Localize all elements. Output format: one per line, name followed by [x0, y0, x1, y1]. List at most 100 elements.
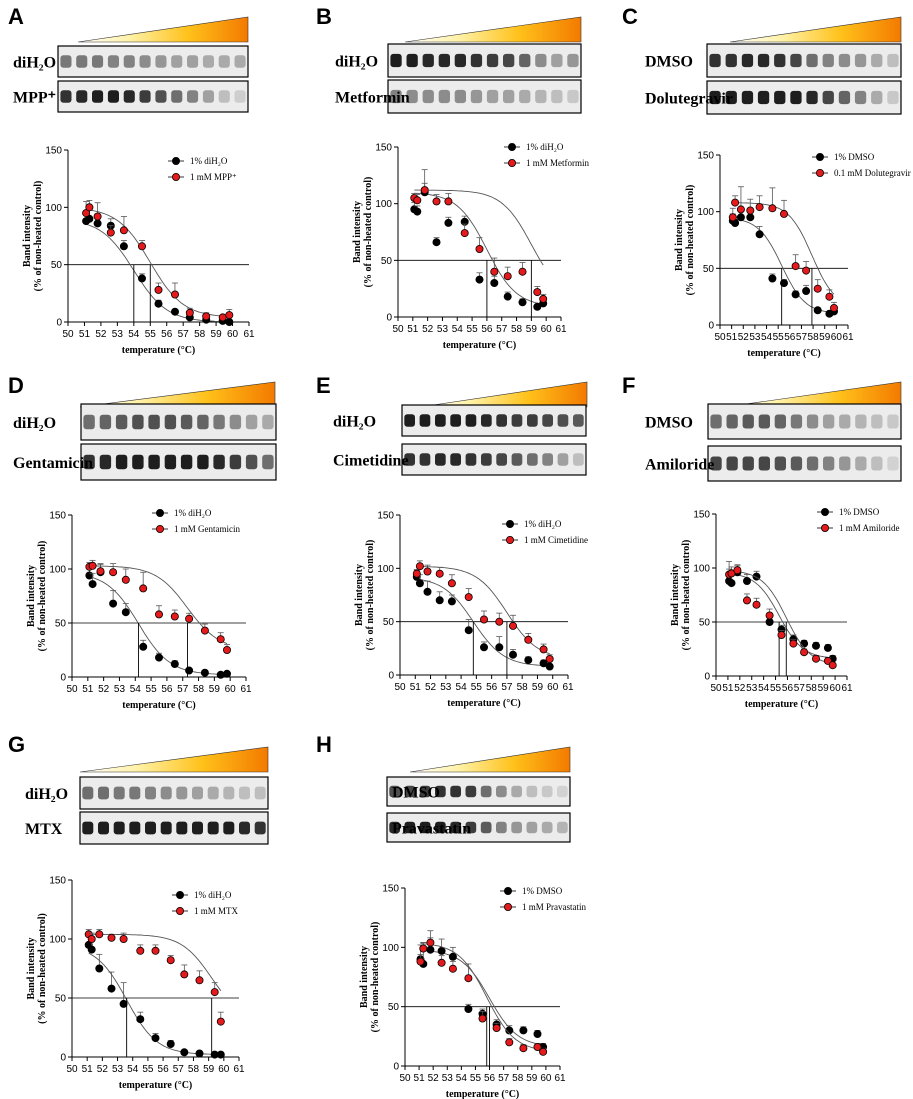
blot-band	[871, 456, 883, 471]
x-tick-label: 60	[541, 324, 553, 335]
y-tick-label: 150	[377, 511, 394, 522]
x-tick-label: 50	[66, 1064, 78, 1075]
blot-row-1: DMSO	[386, 776, 571, 807]
legend-marker	[821, 507, 830, 516]
blot-band	[254, 821, 266, 835]
data-point	[464, 626, 473, 635]
data-point	[825, 292, 834, 301]
x-tick-label: 60	[218, 1064, 230, 1075]
x-tick-label: 51	[407, 324, 419, 335]
y-tick-label: 150	[49, 511, 66, 522]
data-point	[447, 597, 456, 606]
data-point	[508, 650, 517, 659]
y-axis-title: Band intensity	[352, 201, 363, 263]
blot-band	[245, 454, 258, 470]
y-tick-label: 0	[386, 313, 392, 324]
blot-frame	[386, 776, 571, 807]
blot-row-1: diH₂O	[13, 403, 277, 441]
y-tick-label: 50	[383, 617, 395, 628]
data-point	[765, 611, 774, 620]
blot-band	[541, 821, 553, 834]
data-point	[119, 242, 128, 251]
y-axis-title: (% of non-heated control)	[370, 922, 381, 1033]
legend-label: 1% diH₂O	[190, 156, 228, 166]
legend: 1% diH₂O 1 mM MTX	[172, 890, 239, 916]
y-tick-label: 100	[45, 203, 62, 214]
blot-band	[725, 90, 737, 105]
blot-band	[839, 456, 851, 471]
x-tick-label: 53	[114, 684, 126, 695]
legend: 1% DMSO 1 mM Pravastatin	[500, 886, 586, 912]
blot-band	[758, 456, 770, 471]
blot-row-label: DMSO	[645, 415, 693, 432]
x-tick-label: 55	[470, 1073, 482, 1084]
x-tick-label: 50	[66, 684, 78, 695]
blot-band	[871, 414, 883, 429]
blot-band	[164, 414, 177, 430]
data-point	[225, 317, 234, 326]
blot-band	[123, 55, 135, 68]
temperature-gradient-wedge	[724, 381, 902, 408]
blot-band	[887, 456, 899, 471]
x-tick-label: 59	[203, 1064, 215, 1075]
y-tick-label: 50	[699, 618, 711, 629]
blot-band	[98, 821, 109, 835]
data-point	[426, 938, 435, 947]
y-tick-label: 100	[693, 564, 710, 575]
y-tick-label: 50	[703, 264, 715, 275]
data-point	[432, 197, 441, 206]
blot-band	[389, 821, 400, 834]
blot-band	[709, 53, 721, 68]
blot-band	[404, 821, 416, 834]
series-2	[82, 200, 234, 322]
blot-band	[726, 456, 738, 471]
data-point	[195, 976, 204, 985]
data-point	[170, 612, 179, 621]
blot-band	[192, 786, 203, 800]
blot-row-2: Amiloride	[645, 445, 902, 482]
data-point	[435, 596, 444, 605]
blot-frame	[706, 80, 902, 115]
blot-band	[465, 821, 477, 834]
blot-band	[742, 414, 754, 429]
data-point	[755, 203, 764, 212]
y-axis-title: Band intensity	[354, 564, 365, 626]
legend-marker	[171, 156, 180, 165]
data-point	[185, 666, 194, 675]
legend-label: 1% diH₂O	[174, 508, 212, 518]
legend: 1% diH₂O 1 mM MPP⁺	[168, 156, 237, 182]
data-point	[780, 209, 789, 218]
data-point	[780, 279, 789, 288]
blot-band	[542, 414, 553, 427]
y-tick-label: 0	[388, 671, 394, 682]
blot-band	[496, 785, 507, 798]
x-tick-label: 60	[225, 684, 237, 695]
data-point	[151, 946, 160, 955]
legend: 1% DMSO 0.1 mM Dolutegravir	[812, 152, 911, 178]
data-point	[154, 610, 163, 619]
blot-band	[213, 454, 225, 470]
x-tick-label: 58	[808, 332, 820, 343]
y-tick-label: 100	[49, 565, 66, 576]
blot-row-label: Pravastatin	[392, 821, 471, 838]
blot-band	[164, 454, 177, 470]
data-point	[200, 668, 209, 677]
temperature-gradient-wedge	[404, 16, 582, 43]
data-point	[200, 626, 209, 635]
x-tick-label: 57	[794, 683, 806, 694]
x-tick-label: 56	[784, 332, 796, 343]
blot-band	[155, 55, 167, 68]
blot-band	[438, 89, 450, 104]
blot-band	[422, 89, 434, 104]
data-point	[415, 562, 424, 571]
blot-row-label: MTX	[25, 821, 63, 838]
blot-band	[854, 53, 867, 68]
y-axis-title: Band intensity	[26, 565, 37, 627]
data-point	[85, 203, 94, 212]
blot-band	[887, 53, 899, 68]
x-tick-label: 57	[496, 324, 508, 335]
blot-band	[726, 414, 738, 429]
data-point	[222, 669, 231, 678]
panel-label: C	[622, 4, 638, 29]
blot-band	[60, 90, 72, 103]
